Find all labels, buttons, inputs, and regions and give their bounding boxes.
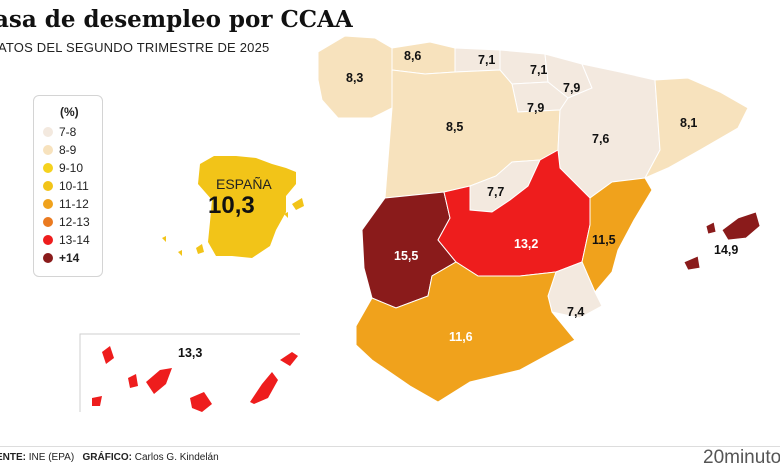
legend-item: 12-13 — [43, 215, 90, 229]
spain-inset-canarias — [162, 236, 204, 256]
spain-inset-label: ESPAÑA — [216, 176, 272, 192]
legend-swatch — [43, 217, 53, 227]
legend-item: 8-9 — [43, 143, 76, 157]
region-galicia — [317, 35, 393, 119]
legend-item: 13-14 — [43, 233, 90, 247]
legend-item: +14 — [43, 251, 79, 265]
map-subtitle: ATOS DEL SEGUNDO TRIMESTRE DE 2025 — [0, 40, 270, 55]
region-cataluna — [643, 77, 749, 180]
label-extremadura: 15,5 — [394, 249, 418, 263]
label-andalucia: 11,6 — [449, 330, 473, 344]
legend-item: 7-8 — [43, 125, 76, 139]
legend-label: 11-12 — [59, 197, 89, 211]
label-pais-vasco: 7,1 — [530, 63, 547, 77]
legend-swatch — [43, 199, 53, 209]
legend-item: 11-12 — [43, 197, 89, 211]
legend-label: 9-10 — [59, 161, 84, 175]
footer-divider — [0, 446, 780, 447]
label-murcia: 7,4 — [567, 305, 584, 319]
legend-swatch — [43, 253, 53, 263]
region-baleares — [683, 211, 761, 271]
source-value: INE (EPA) — [28, 452, 75, 463]
footer-credits: ENTE: INE (EPA) GRÁFICO: Carlos G. Kinde… — [0, 452, 219, 463]
graphic-label: GRÁFICO: — [82, 452, 132, 463]
legend-label: +14 — [59, 251, 80, 265]
legend-label: 8-9 — [59, 143, 77, 157]
region-canarias — [92, 346, 298, 412]
legend-swatch — [43, 127, 53, 137]
legend-swatch — [43, 181, 53, 191]
label-asturias: 8,6 — [404, 49, 421, 63]
graphic-value: Carlos G. Kindelán — [134, 452, 219, 463]
legend-swatch — [43, 235, 53, 245]
legend-unit: (%) — [60, 105, 79, 119]
legend-swatch — [43, 145, 53, 155]
legend-label: 12-13 — [59, 215, 90, 229]
map-title: asa de desempleo por CCAA — [0, 6, 353, 33]
legend-label: 13-14 — [59, 233, 90, 247]
legend-item: 10-11 — [43, 179, 89, 193]
label-cataluna: 8,1 — [680, 116, 697, 130]
spain-inset-map — [162, 156, 304, 258]
label-castilla-la-mancha: 13,2 — [514, 237, 538, 251]
legend-swatch — [43, 163, 53, 173]
label-castilla-y-leon: 8,5 — [446, 120, 463, 134]
spain-inset-value: 10,3 — [208, 192, 255, 219]
spain-inset-baleares — [284, 198, 304, 218]
label-canarias: 13,3 — [178, 346, 202, 360]
region-andalucia — [355, 261, 576, 403]
legend-label: 10-11 — [59, 179, 89, 193]
label-valenciana: 11,5 — [592, 233, 616, 247]
label-baleares: 14,9 — [714, 243, 738, 257]
canarias-inset-frame — [79, 333, 300, 412]
brand-logo: 20minutos — [703, 447, 780, 468]
label-navarra: 7,9 — [563, 81, 580, 95]
region-asturias — [391, 41, 456, 75]
label-aragon: 7,6 — [592, 132, 609, 146]
spain-inset-shape — [198, 156, 296, 258]
legend-item: 9-10 — [43, 161, 83, 175]
label-galicia: 8,3 — [346, 71, 363, 85]
legend: (%) 7-8 8-9 9-10 10-11 11-12 12-13 13-14… — [33, 95, 103, 277]
legend-label: 7-8 — [59, 125, 77, 139]
label-cantabria: 7,1 — [478, 53, 495, 67]
label-la-rioja: 7,9 — [527, 101, 544, 115]
region-valenciana — [581, 177, 653, 293]
label-madrid: 7,7 — [487, 185, 504, 199]
source-label: ENTE: — [0, 452, 26, 463]
spain-map: 8,3 8,6 7,1 7,1 7,9 7,9 8,5 7,6 8,1 7,7 … — [79, 35, 761, 412]
